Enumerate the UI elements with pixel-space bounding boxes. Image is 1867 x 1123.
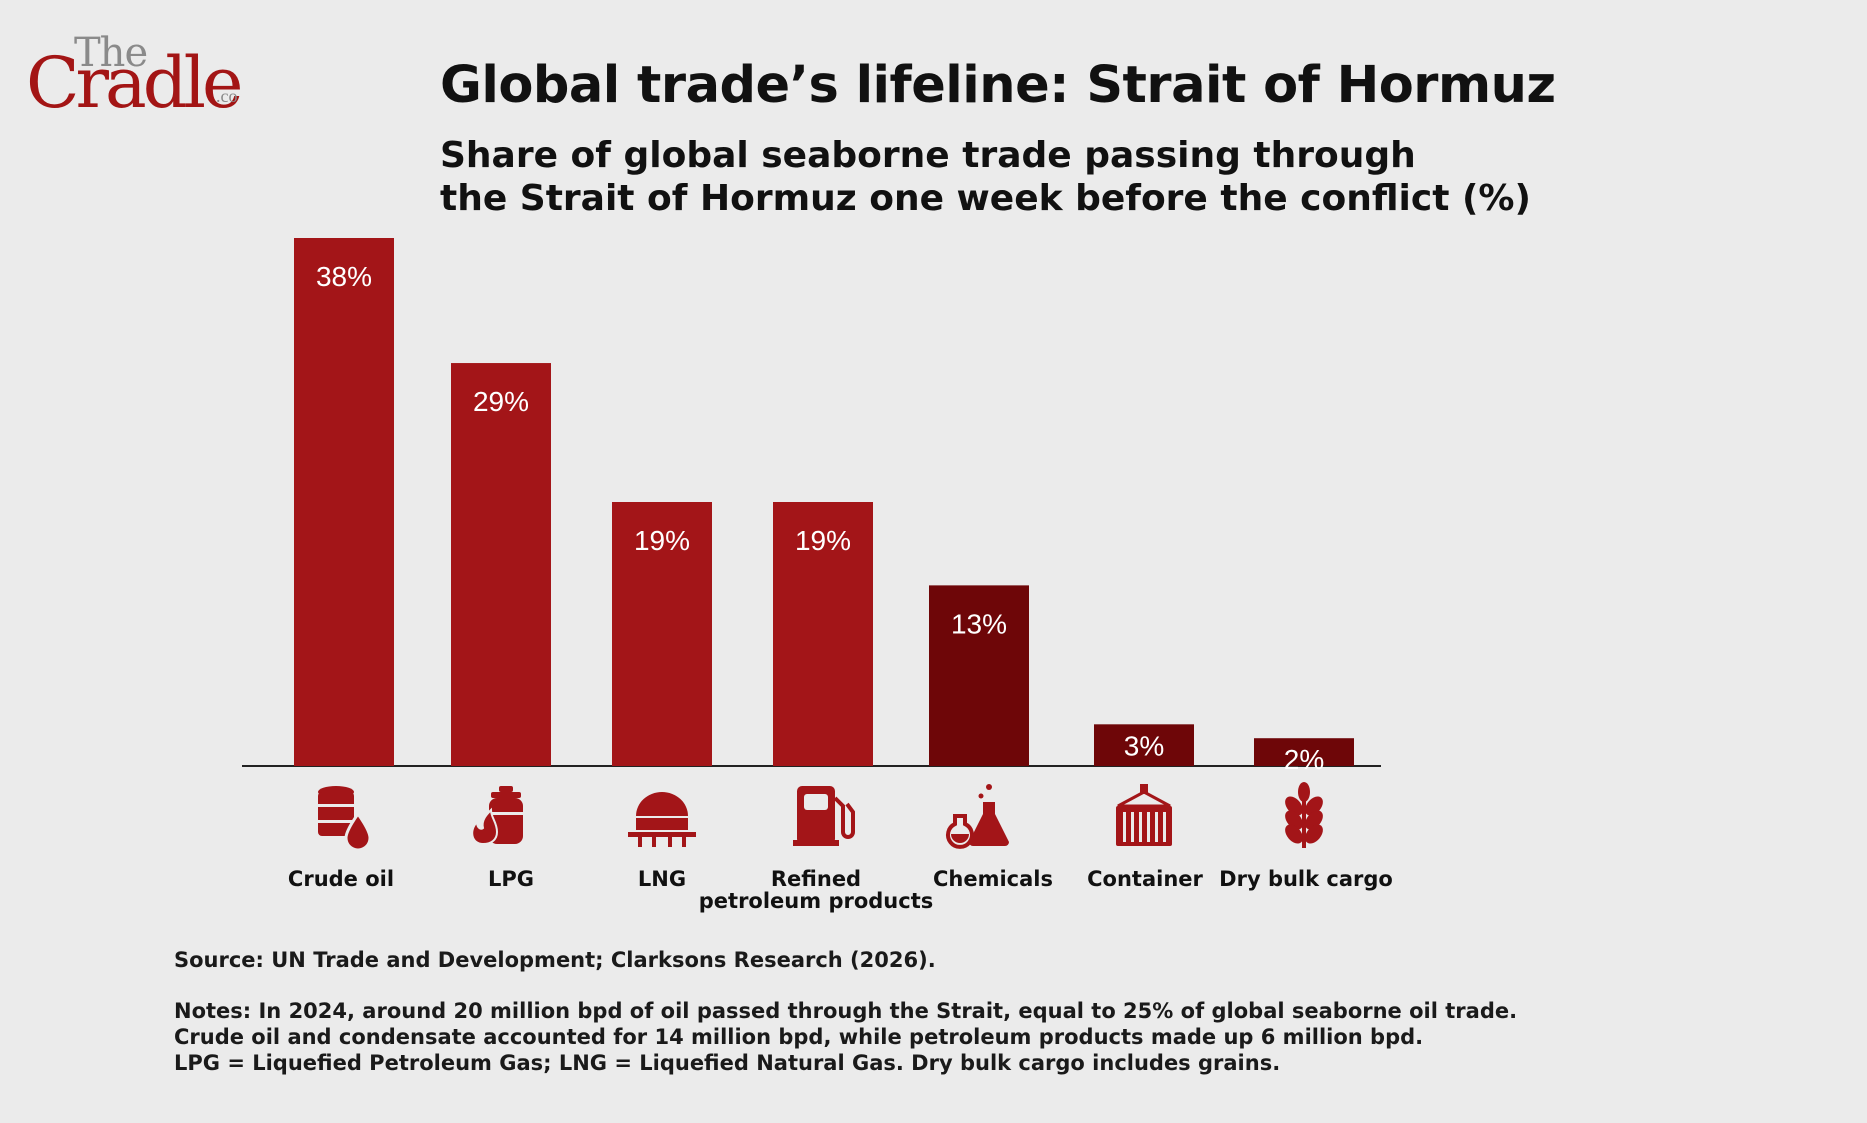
bar-refined-petroleum-products	[773, 502, 873, 766]
chemical-flask-icon	[946, 784, 1009, 849]
bar-value-label: 19%	[634, 525, 690, 556]
chart-subtitle: Share of global seaborne trade passing t…	[440, 134, 1640, 220]
shipping-container-icon	[1116, 784, 1172, 846]
bar-value-label: 29%	[473, 386, 529, 417]
chart-title: Global trade’s lifeline: Strait of Hormu…	[440, 56, 1556, 115]
category-label: Chemicals	[933, 867, 1053, 891]
bar-value-label: 38%	[316, 261, 372, 292]
subtitle-line-1: Share of global seaborne trade passing t…	[440, 135, 1416, 176]
category-label: petroleum products	[699, 889, 933, 913]
note-line-2: Crude oil and condensate accounted for 1…	[174, 1025, 1424, 1049]
chart-footer: Source: UN Trade and Development; Clarks…	[174, 948, 1774, 1076]
fuel-pump-icon	[793, 786, 855, 846]
lpg-cylinder-icon	[471, 786, 523, 846]
logo-the-text: The	[74, 30, 148, 76]
oil-barrel-icon	[318, 786, 372, 852]
bar-lng	[612, 502, 712, 766]
bar-value-label: 3%	[1124, 730, 1164, 761]
note-line-1: Notes: In 2024, around 20 million bpd of…	[174, 999, 1518, 1023]
logo-co-text: .co	[216, 86, 238, 106]
bar-container	[1094, 724, 1194, 766]
bar-value-label: 2%	[1284, 744, 1324, 775]
category-label: Container	[1087, 867, 1203, 891]
category-label: Dry bulk cargo	[1219, 867, 1393, 891]
bar-chemicals	[929, 585, 1029, 766]
bar-value-label: 13%	[951, 608, 1007, 639]
subtitle-line-2: the Strait of Hormuz one week before the…	[440, 178, 1531, 219]
the-cradle-logo: The Cradle .co	[26, 30, 266, 120]
bar-chart: 38% Crude oil 29% LPG 19% LNG 19% Refinedpetrol…	[242, 238, 1393, 913]
source-note: Source: UN Trade and Development; Clarks…	[174, 948, 936, 972]
bar-dry-bulk-cargo	[1254, 738, 1354, 766]
note-line-3: LPG = Liquefied Petroleum Gas; LNG = Liq…	[174, 1051, 1281, 1075]
category-label: Crude oil	[288, 867, 394, 891]
category-label: Refined	[771, 867, 861, 891]
bar-value-label: 19%	[795, 525, 851, 556]
lng-tank-icon	[628, 792, 696, 847]
category-label: LNG	[638, 867, 686, 891]
logo-cradle-text: Cradle	[26, 42, 243, 124]
wheat-grain-icon	[1285, 782, 1323, 848]
category-label: LPG	[488, 867, 534, 891]
bar-crude-oil	[294, 238, 394, 766]
notes: Notes: In 2024, around 20 million bpd of…	[174, 998, 1774, 1076]
bar-lpg	[451, 363, 551, 766]
